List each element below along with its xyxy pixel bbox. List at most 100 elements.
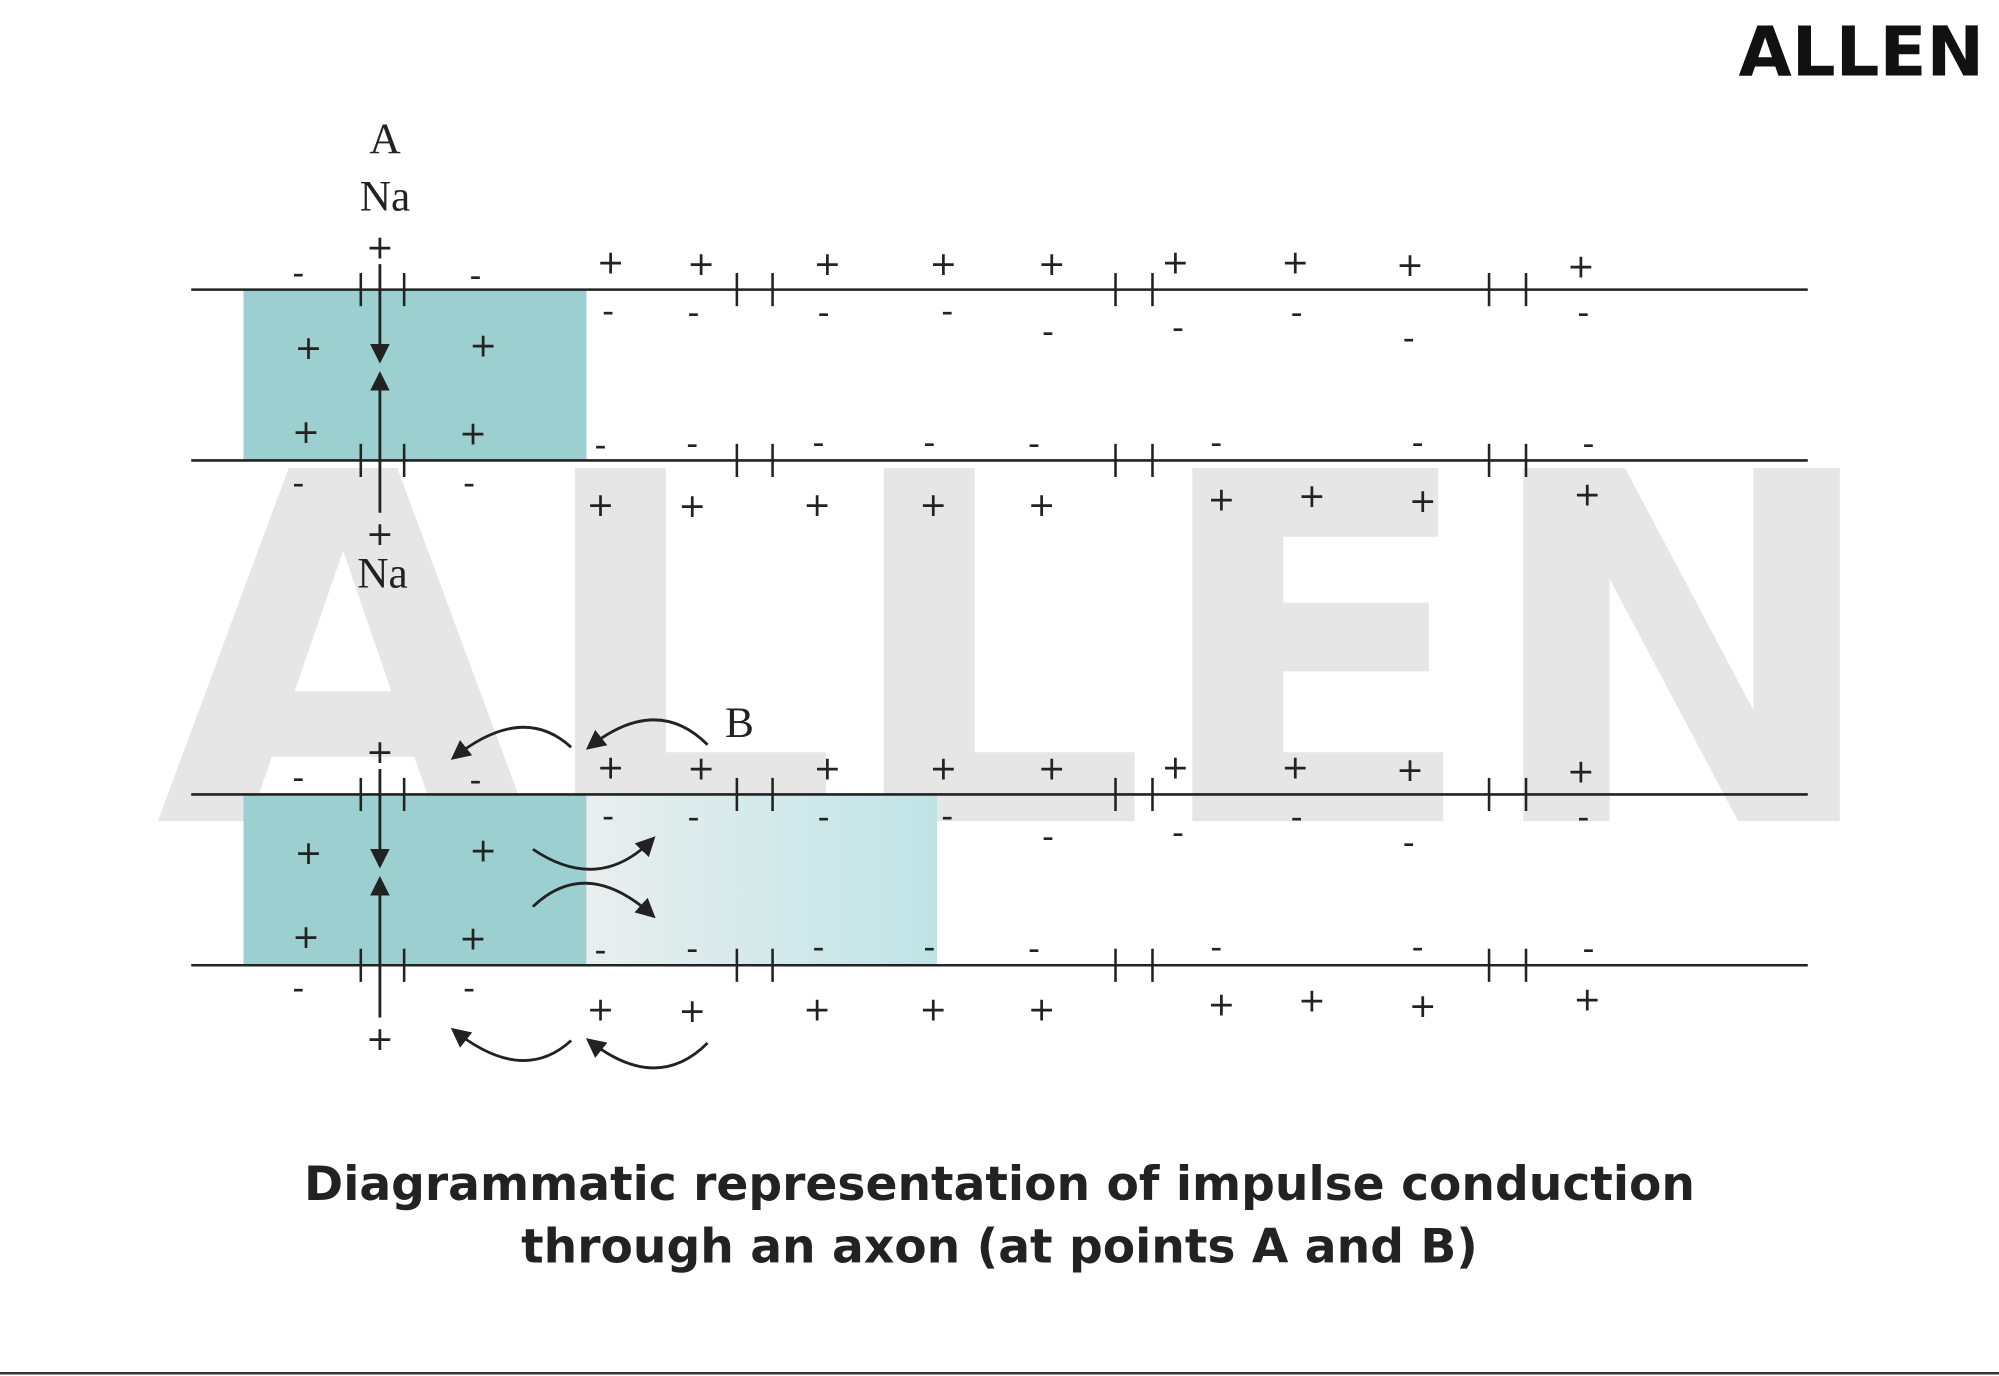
charge-sign: - bbox=[923, 422, 935, 461]
caption-line: Diagrammatic representation of impulse c… bbox=[304, 1157, 1695, 1212]
charge-sign: + bbox=[678, 991, 706, 1030]
charge-sign: - bbox=[923, 927, 935, 966]
charge-sign: - bbox=[470, 760, 482, 799]
charge-sign: - bbox=[470, 255, 482, 294]
charge-sign: - bbox=[812, 422, 824, 461]
charge-sign: - bbox=[463, 968, 475, 1007]
charge-sign: - bbox=[1583, 424, 1595, 463]
charge-sign: + bbox=[687, 749, 715, 788]
charge-sign: - bbox=[1577, 292, 1589, 331]
charge-sign: + bbox=[1298, 981, 1326, 1020]
axon-panel: - + - + + + + + + + + + + + - - - - - - - - - + + - - - - - - - - - - + + + + +… bbox=[191, 115, 1808, 598]
charge-sign: + bbox=[1396, 245, 1424, 284]
charge-sign: + bbox=[1162, 747, 1190, 786]
charge-sign: - bbox=[1412, 422, 1424, 461]
charge-sign: - bbox=[941, 796, 953, 835]
charge-sign: + bbox=[919, 485, 947, 524]
charge-sign: - bbox=[1412, 927, 1424, 966]
charge-sign: + bbox=[1409, 986, 1437, 1025]
charge-sign: + bbox=[292, 917, 320, 956]
charge-sign: - bbox=[941, 291, 953, 330]
charge-sign: + bbox=[803, 485, 831, 524]
depolarized-region bbox=[243, 289, 587, 461]
charge-sign: - bbox=[602, 796, 614, 835]
charge-sign: - bbox=[594, 425, 606, 464]
caption-line: through an axon (at points A and B) bbox=[521, 1220, 1478, 1275]
charge-sign: + bbox=[1207, 480, 1235, 519]
charge-sign: - bbox=[688, 292, 700, 331]
depolarized-region bbox=[243, 794, 587, 966]
charge-sign: + bbox=[597, 747, 625, 786]
charge-sign: + bbox=[459, 918, 487, 957]
charge-sign: + bbox=[292, 412, 320, 451]
charge-sign: + bbox=[295, 833, 323, 872]
charge-sign: + bbox=[1207, 985, 1235, 1024]
charge-sign: - bbox=[1028, 424, 1040, 463]
charge-sign: + bbox=[366, 1019, 394, 1058]
charge-sign: - bbox=[1042, 816, 1054, 855]
charge-sign: - bbox=[292, 463, 304, 502]
charge-sign: + bbox=[1281, 747, 1309, 786]
charge-sign: + bbox=[930, 749, 958, 788]
point-label: B bbox=[725, 699, 754, 747]
charge-sign: + bbox=[1028, 990, 1056, 1029]
charge-sign: - bbox=[812, 927, 824, 966]
charge-sign: + bbox=[366, 732, 394, 771]
charge-sign: + bbox=[814, 749, 842, 788]
charge-sign: - bbox=[1042, 311, 1054, 350]
charge-sign: + bbox=[803, 990, 831, 1029]
charge-sign: + bbox=[1298, 476, 1326, 515]
charge-sign: + bbox=[687, 244, 715, 283]
charge-sign: - bbox=[818, 797, 830, 836]
charge-sign: - bbox=[1210, 927, 1222, 966]
charge-sign: + bbox=[469, 830, 497, 869]
charge-sign: + bbox=[1573, 979, 1601, 1018]
current-arrow bbox=[450, 1027, 573, 1062]
charge-sign: - bbox=[292, 968, 304, 1007]
charge-sign: + bbox=[1396, 750, 1424, 789]
point-label: A bbox=[369, 115, 400, 163]
charge-sign: - bbox=[292, 253, 304, 292]
charge-sign: - bbox=[1577, 797, 1589, 836]
charge-sign: + bbox=[1281, 243, 1309, 282]
spreading-region bbox=[586, 794, 938, 966]
charge-sign: + bbox=[587, 990, 615, 1029]
logo: ALLEN bbox=[1739, 12, 1985, 92]
charge-sign: + bbox=[295, 328, 323, 367]
charge-sign: - bbox=[1403, 823, 1415, 862]
ion-label: Na bbox=[357, 550, 408, 598]
charge-sign: - bbox=[1028, 928, 1040, 967]
axon-panel: - + - + + + + + + + + + + + - - - - - - - - - + + - - - - - - - - - - + + + + +… bbox=[191, 699, 1808, 1070]
charge-sign: - bbox=[594, 930, 606, 969]
charge-sign: + bbox=[366, 514, 394, 553]
charge-sign: - bbox=[686, 424, 698, 463]
charge-sign: + bbox=[469, 325, 497, 364]
charge-sign: + bbox=[1028, 485, 1056, 524]
charge-sign: + bbox=[1038, 749, 1066, 788]
charge-sign: - bbox=[1210, 422, 1222, 461]
charge-sign: - bbox=[292, 758, 304, 797]
charge-sign: + bbox=[587, 485, 615, 524]
current-arrow bbox=[585, 1038, 709, 1070]
charge-sign: + bbox=[459, 413, 487, 452]
charge-sign: - bbox=[688, 797, 700, 836]
charge-sign: - bbox=[1403, 318, 1415, 357]
charge-sign: + bbox=[1409, 481, 1437, 520]
charge-sign: + bbox=[1038, 244, 1066, 283]
charge-sign: + bbox=[366, 227, 394, 266]
ion-label: Na bbox=[360, 172, 411, 220]
charge-sign: - bbox=[1172, 812, 1184, 851]
charge-sign: + bbox=[1567, 246, 1595, 285]
charge-sign: - bbox=[602, 291, 614, 330]
current-arrow bbox=[532, 836, 656, 871]
charge-sign: - bbox=[1583, 928, 1595, 967]
charge-sign: - bbox=[686, 928, 698, 967]
current-arrow bbox=[585, 718, 709, 750]
current-arrow bbox=[450, 725, 573, 760]
charge-sign: + bbox=[919, 990, 947, 1029]
charge-sign: + bbox=[1162, 243, 1190, 282]
current-arrow bbox=[531, 881, 656, 919]
charge-sign: - bbox=[463, 463, 475, 502]
